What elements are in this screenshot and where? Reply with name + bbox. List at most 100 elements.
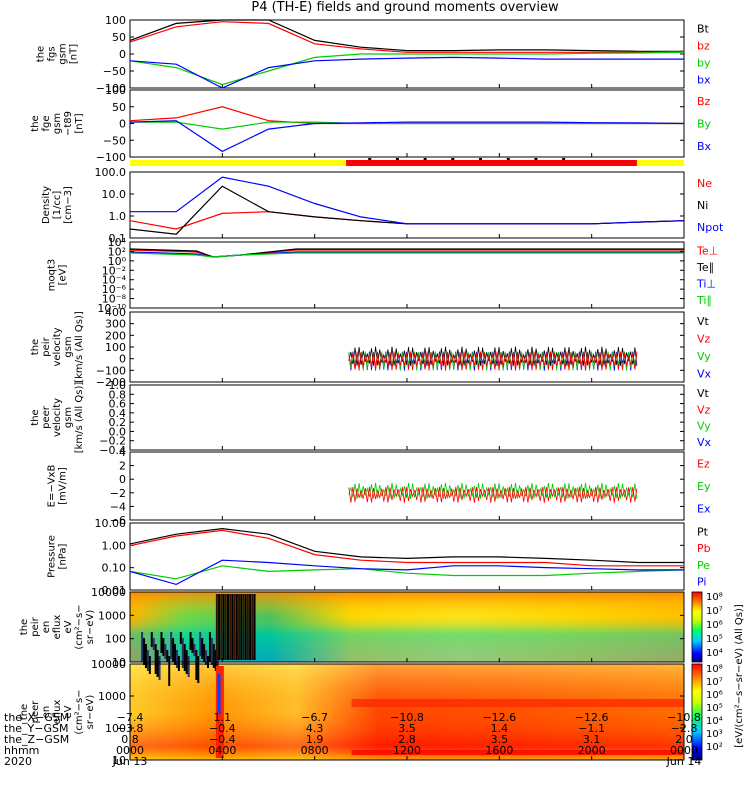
peir-dark-column — [235, 594, 238, 660]
bottom-row-label: hhmm — [4, 744, 39, 757]
mode-bar-tick — [368, 158, 372, 160]
bottom-axis-x: 1.1 — [214, 711, 232, 724]
colorbar-tick-label: 10⁴ — [706, 716, 723, 727]
ytick-label-peir_eflux: 10 — [112, 656, 126, 669]
colorbar-tick-label: 10⁸ — [706, 592, 723, 603]
ytick-label-fgs_gsm: 50 — [112, 31, 126, 44]
peir-noise-block — [214, 650, 217, 671]
peir-velocity-burst — [348, 351, 638, 371]
peir-noise-block — [179, 632, 182, 644]
bottom-axis-y: 1.4 — [491, 722, 509, 735]
ylabel-pressure: Pressure — [47, 535, 58, 578]
ytick-label-pressure: 1.00 — [102, 539, 127, 552]
ytick-label-peir_eflux: 10000 — [91, 586, 126, 599]
bottom-axis-y: −2.8 — [671, 722, 698, 735]
ylabel-peer_velocity: peer — [41, 405, 52, 429]
legend-pressure-Pt: Pt — [697, 525, 709, 538]
ytick-label-pressure: 0.01 — [102, 584, 127, 597]
peir-noise-block — [143, 638, 146, 665]
ytick-label-temperature: 10⁻² — [102, 264, 126, 277]
bottom-axis-x: −12.6 — [575, 711, 609, 724]
bottom-axis-y: −1.1 — [578, 722, 605, 735]
temperature-line — [129, 252, 684, 258]
ylabel-peir_eflux: eflux — [52, 615, 63, 640]
legend-fgs_gsm-bz: bz — [697, 40, 710, 53]
peir-noise-block — [187, 656, 190, 677]
colorbar-1 — [691, 663, 703, 761]
bottom-axis-hhmm: 2000 — [578, 744, 606, 757]
peir-dark-column — [233, 594, 236, 660]
peir-velocity-burst — [348, 346, 638, 366]
ytick-label-density: 1.0 — [109, 210, 127, 223]
ytick-label-temperature: 10⁰ — [108, 255, 127, 268]
ylabel-density: [1/cc] — [52, 191, 63, 220]
ytick-label-peer_velocity: 0.0 — [109, 425, 127, 438]
ylabel-peer_eflux: the — [19, 704, 30, 720]
peir-noise-block — [183, 644, 186, 671]
bottom-axis-y: −3.8 — [117, 722, 144, 735]
series-line-pressure-Pe — [129, 565, 685, 580]
page-title: P4 (TH-E) fields and ground moments over… — [251, 0, 559, 15]
peir-noise-block — [210, 638, 213, 665]
bottom-axis-z: 3.5 — [491, 733, 509, 746]
series-line-fge_gsm-Bz — [129, 106, 684, 125]
peir-noise-block — [148, 656, 151, 674]
bottom-axis-z: 2.8 — [398, 733, 416, 746]
series-line-density-Ni — [129, 185, 685, 235]
ytick-label-fgs_gsm: 0 — [119, 48, 126, 61]
ylabel-peer_velocity: gsm — [63, 407, 74, 428]
peir-dark-column — [251, 594, 254, 660]
ytick-label-peer_velocity: 0.2 — [109, 416, 127, 429]
colorbar-tick-label: 10³ — [706, 729, 723, 740]
ytick-label-peer_eflux: 100 — [105, 722, 126, 735]
ytick-label-fge_gsm: 100 — [105, 84, 126, 97]
ylabel-density: [cm−3] — [63, 186, 74, 224]
ytick-label-peer_velocity: −0.2 — [99, 435, 126, 448]
bottom-axis-date: Jun 14 — [666, 755, 702, 768]
series-line-density-Ne — [129, 211, 685, 230]
colorbar-label: [eV/(cm²−s−sr−eV) (All Qs)] — [734, 604, 745, 748]
peir-dark-column — [244, 594, 247, 660]
panel-frame-efield — [129, 451, 685, 521]
ytick-label-peer_eflux: 10 — [112, 754, 126, 767]
peir-noise-block — [181, 638, 184, 668]
ylabel-temperature: [eV] — [58, 265, 69, 286]
peir-dark-column — [240, 594, 243, 660]
legend-temperature-Te∥: Te∥ — [696, 261, 714, 274]
series-line-fgs_gsm-bx — [129, 56, 684, 89]
panel-frame-pressure — [129, 522, 685, 591]
mode-bar-tick — [506, 158, 510, 160]
ylabel-fgs_gsm: [nT] — [69, 44, 80, 64]
ytick-label-density: 10.0 — [102, 188, 127, 201]
ylabel-peer_eflux: eV — [63, 705, 74, 718]
bottom-axis-date: Jun 13 — [112, 755, 148, 768]
legend-density-Npot: Npot — [697, 221, 724, 234]
ytick-label-fgs_gsm: 100 — [105, 14, 126, 27]
ytick-label-temperature: 10⁻⁶ — [102, 283, 127, 296]
peir-dark-column — [246, 594, 249, 660]
peir-dark-column — [242, 594, 245, 660]
peir-dark-column — [253, 594, 256, 660]
ylabel-efield: [mV/m] — [58, 467, 69, 505]
ytick-label-fge_gsm: −50 — [103, 134, 126, 147]
legend-efield-Ey: Ey — [697, 480, 711, 493]
bottom-axis-z: 1.9 — [306, 733, 324, 746]
legend-peir_velocity-Vz: Vz — [697, 332, 711, 345]
ylabel-density: Density — [41, 186, 52, 224]
ytick-label-efield: 0 — [119, 473, 126, 486]
bottom-row-label: the_X−GSM — [4, 711, 69, 724]
ytick-label-peer_velocity: 0.8 — [109, 388, 127, 401]
colorbar-tick-label: 10⁵ — [706, 634, 723, 645]
legend-peer_velocity-Vt: Vt — [697, 387, 710, 400]
mode-bar-active — [346, 160, 637, 166]
peir-noise-block — [197, 656, 200, 683]
peer-low-band — [351, 750, 684, 755]
legend-temperature-Ti∥: Ti∥ — [696, 294, 712, 307]
series-line-fge_gsm-By — [130, 121, 684, 130]
bottom-axis-hhmm: 0000 — [670, 744, 698, 757]
ytick-label-density: 100.0 — [95, 166, 127, 179]
bottom-axis-z: 2.0 — [675, 733, 693, 746]
bottom-axis-y: 3.5 — [398, 722, 416, 735]
ylabel-fge_gsm: gsm — [52, 113, 63, 134]
ylabel-peer_velocity: velocity — [52, 398, 63, 437]
